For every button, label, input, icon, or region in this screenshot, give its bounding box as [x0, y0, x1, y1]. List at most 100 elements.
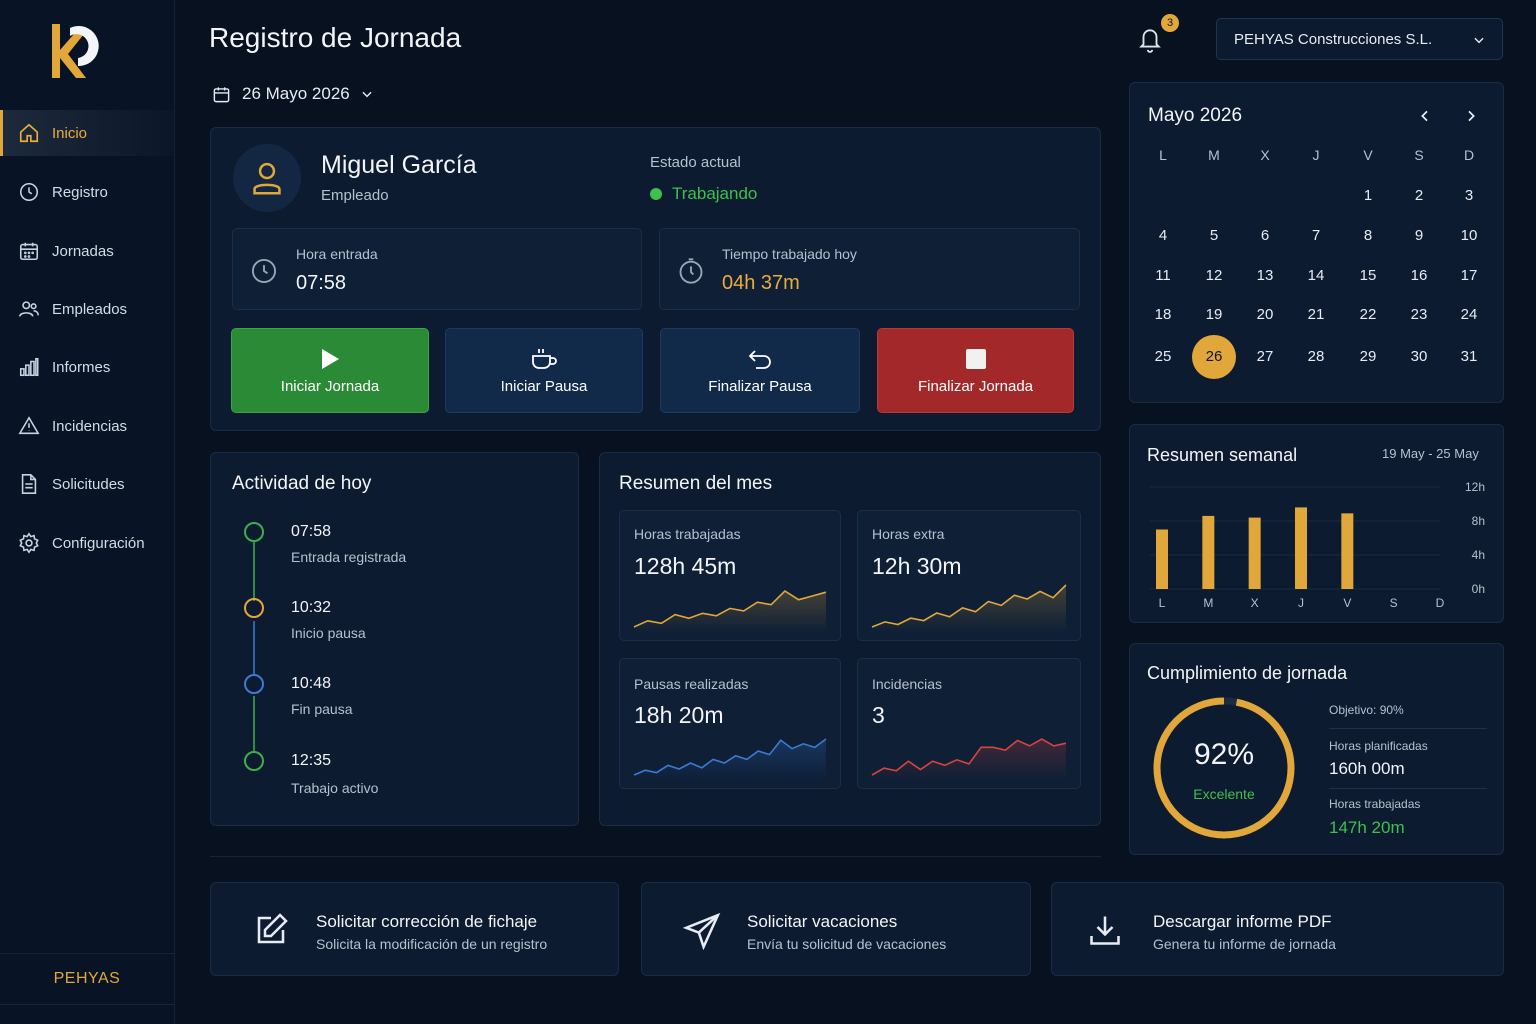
- calendar-day[interactable]: 6: [1260, 227, 1270, 244]
- calendar-day[interactable]: 17: [1460, 267, 1478, 284]
- weekday-label: M: [1208, 147, 1220, 163]
- calendar-day[interactable]: 5: [1209, 227, 1219, 244]
- calendar-day[interactable]: 13: [1256, 267, 1274, 284]
- end-shift-button[interactable]: Finalizar Jornada: [877, 328, 1074, 413]
- entry-time-box: Hora entrada 07:58: [232, 228, 642, 310]
- sidebar-footer-brand: PEHYAS: [0, 953, 174, 1005]
- calendar-day[interactable]: 25: [1154, 348, 1172, 365]
- month-summary-card: Resumen del mes Horas trabajadas 128h 45…: [599, 452, 1101, 826]
- calendar-day[interactable]: 20: [1256, 306, 1274, 323]
- calendar-day[interactable]: 31: [1460, 348, 1478, 365]
- weekly-bar: [1295, 507, 1307, 589]
- request-correction-button[interactable]: Solicitar corrección de fichaje Solicita…: [210, 882, 619, 976]
- page-title: Registro de Jornada: [209, 22, 462, 53]
- calendar-day[interactable]: 9: [1414, 227, 1424, 244]
- sidebar-item-label: Jornadas: [52, 242, 114, 260]
- weekly-range: 19 May - 25 May: [1382, 446, 1479, 461]
- calendar-day[interactable]: 18: [1154, 306, 1172, 323]
- event-time: 12:35: [291, 752, 332, 769]
- download-pdf-button[interactable]: Descargar informe PDF Genera tu informe …: [1051, 882, 1504, 976]
- sidebar-item-configuracion[interactable]: Configuración: [0, 520, 174, 566]
- sparkline-area: [872, 585, 1066, 633]
- status-badge: Trabajando: [650, 184, 757, 204]
- x-tick-label: J: [1298, 596, 1304, 610]
- start-shift-label: Iniciar Jornada: [280, 378, 380, 395]
- company-name: PEHYAS Construcciones S.L.: [1234, 30, 1433, 48]
- sidebar-item-label: Registro: [52, 183, 108, 201]
- worked-hours-value: 147h 20m: [1329, 818, 1405, 837]
- timeline-line: [253, 541, 255, 751]
- calendar-day[interactable]: 23: [1410, 306, 1428, 323]
- divider: [1329, 788, 1487, 789]
- event-time: 07:58: [291, 523, 332, 540]
- date-selector[interactable]: 26 Mayo 2026: [212, 84, 374, 104]
- calendar-day[interactable]: 21: [1307, 306, 1325, 323]
- prev-month-button[interactable]: [1417, 108, 1433, 129]
- calendar-day[interactable]: 24: [1460, 306, 1478, 323]
- sidebar-item-label: Solicitudes: [52, 475, 125, 493]
- edit-icon: [257, 913, 288, 944]
- notifications-button[interactable]: 3: [1137, 14, 1179, 56]
- end-pause-button[interactable]: Finalizar Pausa: [660, 328, 860, 413]
- sparkline-line: [633, 589, 827, 628]
- quick-action-subtitle: Solicita la modificación de un registro: [316, 936, 548, 952]
- sidebar-item-registro[interactable]: Registro: [0, 169, 174, 215]
- compliance-gauge: [1153, 697, 1295, 839]
- weekly-bar: [1248, 517, 1261, 589]
- calendar-day[interactable]: 8: [1363, 227, 1373, 244]
- stopwatch-icon: [679, 258, 703, 284]
- stat-value: 12h 30m: [872, 553, 962, 579]
- stat-card-overtime: Horas extra 12h 30m: [857, 510, 1081, 641]
- sparkline-area: [634, 591, 826, 633]
- request-vacation-button[interactable]: Solicitar vacaciones Envía tu solicitud …: [641, 882, 1031, 976]
- quick-action-subtitle: Genera tu informe de jornada: [1153, 936, 1336, 952]
- sidebar-item-incidencias[interactable]: Incidencias: [0, 403, 174, 449]
- divider: [1329, 728, 1487, 729]
- timeline-dot: [244, 522, 264, 542]
- y-tick-label: 0h: [1472, 582, 1485, 596]
- calendar-day-selected[interactable]: 26: [1192, 335, 1236, 379]
- next-month-button[interactable]: [1463, 108, 1479, 129]
- sidebar: Inicio Registro Jornadas Empleados Infor…: [0, 0, 175, 1024]
- calendar-day[interactable]: 22: [1359, 306, 1377, 323]
- event-time: 10:32: [291, 599, 332, 616]
- calendar-day[interactable]: 2: [1414, 187, 1424, 204]
- calendar-day[interactable]: 11: [1155, 267, 1171, 284]
- calendar-day[interactable]: 28: [1307, 348, 1325, 365]
- chevron-down-icon: [362, 91, 372, 98]
- quick-action-title: Solicitar corrección de fichaje: [316, 912, 538, 931]
- calendar-day[interactable]: 19: [1205, 306, 1223, 323]
- calendar-day[interactable]: 1: [1363, 187, 1373, 204]
- clock-icon: [18, 181, 40, 203]
- sidebar-item-inicio[interactable]: Inicio: [0, 110, 174, 156]
- calendar-day[interactable]: 3: [1464, 187, 1474, 204]
- gear-icon: [18, 532, 40, 554]
- calendar-day[interactable]: 14: [1307, 267, 1325, 284]
- weekday-label: L: [1159, 147, 1167, 163]
- calendar-day[interactable]: 30: [1410, 348, 1428, 365]
- calendar-day[interactable]: 15: [1359, 267, 1377, 284]
- calendar-day[interactable]: 16: [1410, 267, 1428, 284]
- sidebar-item-jornadas[interactable]: Jornadas: [0, 228, 174, 274]
- calendar-day[interactable]: 29: [1359, 348, 1377, 365]
- sparkline-line: [871, 738, 1067, 776]
- send-icon: [683, 912, 721, 950]
- user-icon: [253, 162, 281, 195]
- calendar-day[interactable]: 27: [1256, 348, 1274, 365]
- sidebar-item-informes[interactable]: Informes: [0, 344, 174, 390]
- sparkline-pauses: [633, 738, 827, 781]
- sidebar-item-solicitudes[interactable]: Solicitudes: [0, 461, 174, 507]
- calendar-day[interactable]: 7: [1311, 227, 1321, 244]
- calendar-icon: [18, 240, 40, 262]
- calendar-day[interactable]: 12: [1205, 267, 1223, 284]
- stat-label: Horas extra: [872, 526, 945, 542]
- x-tick-label: S: [1390, 596, 1398, 610]
- calendar-day[interactable]: 4: [1158, 227, 1168, 244]
- calendar-day[interactable]: 10: [1460, 227, 1478, 244]
- event-label: Trabajo activo: [291, 780, 379, 796]
- start-shift-button[interactable]: Iniciar Jornada: [231, 328, 429, 413]
- start-pause-button[interactable]: Iniciar Pausa: [445, 328, 643, 413]
- compliance-percent: 92%: [1193, 738, 1255, 771]
- sidebar-item-empleados[interactable]: Empleados: [0, 286, 174, 332]
- company-selector[interactable]: PEHYAS Construcciones S.L.: [1216, 18, 1503, 60]
